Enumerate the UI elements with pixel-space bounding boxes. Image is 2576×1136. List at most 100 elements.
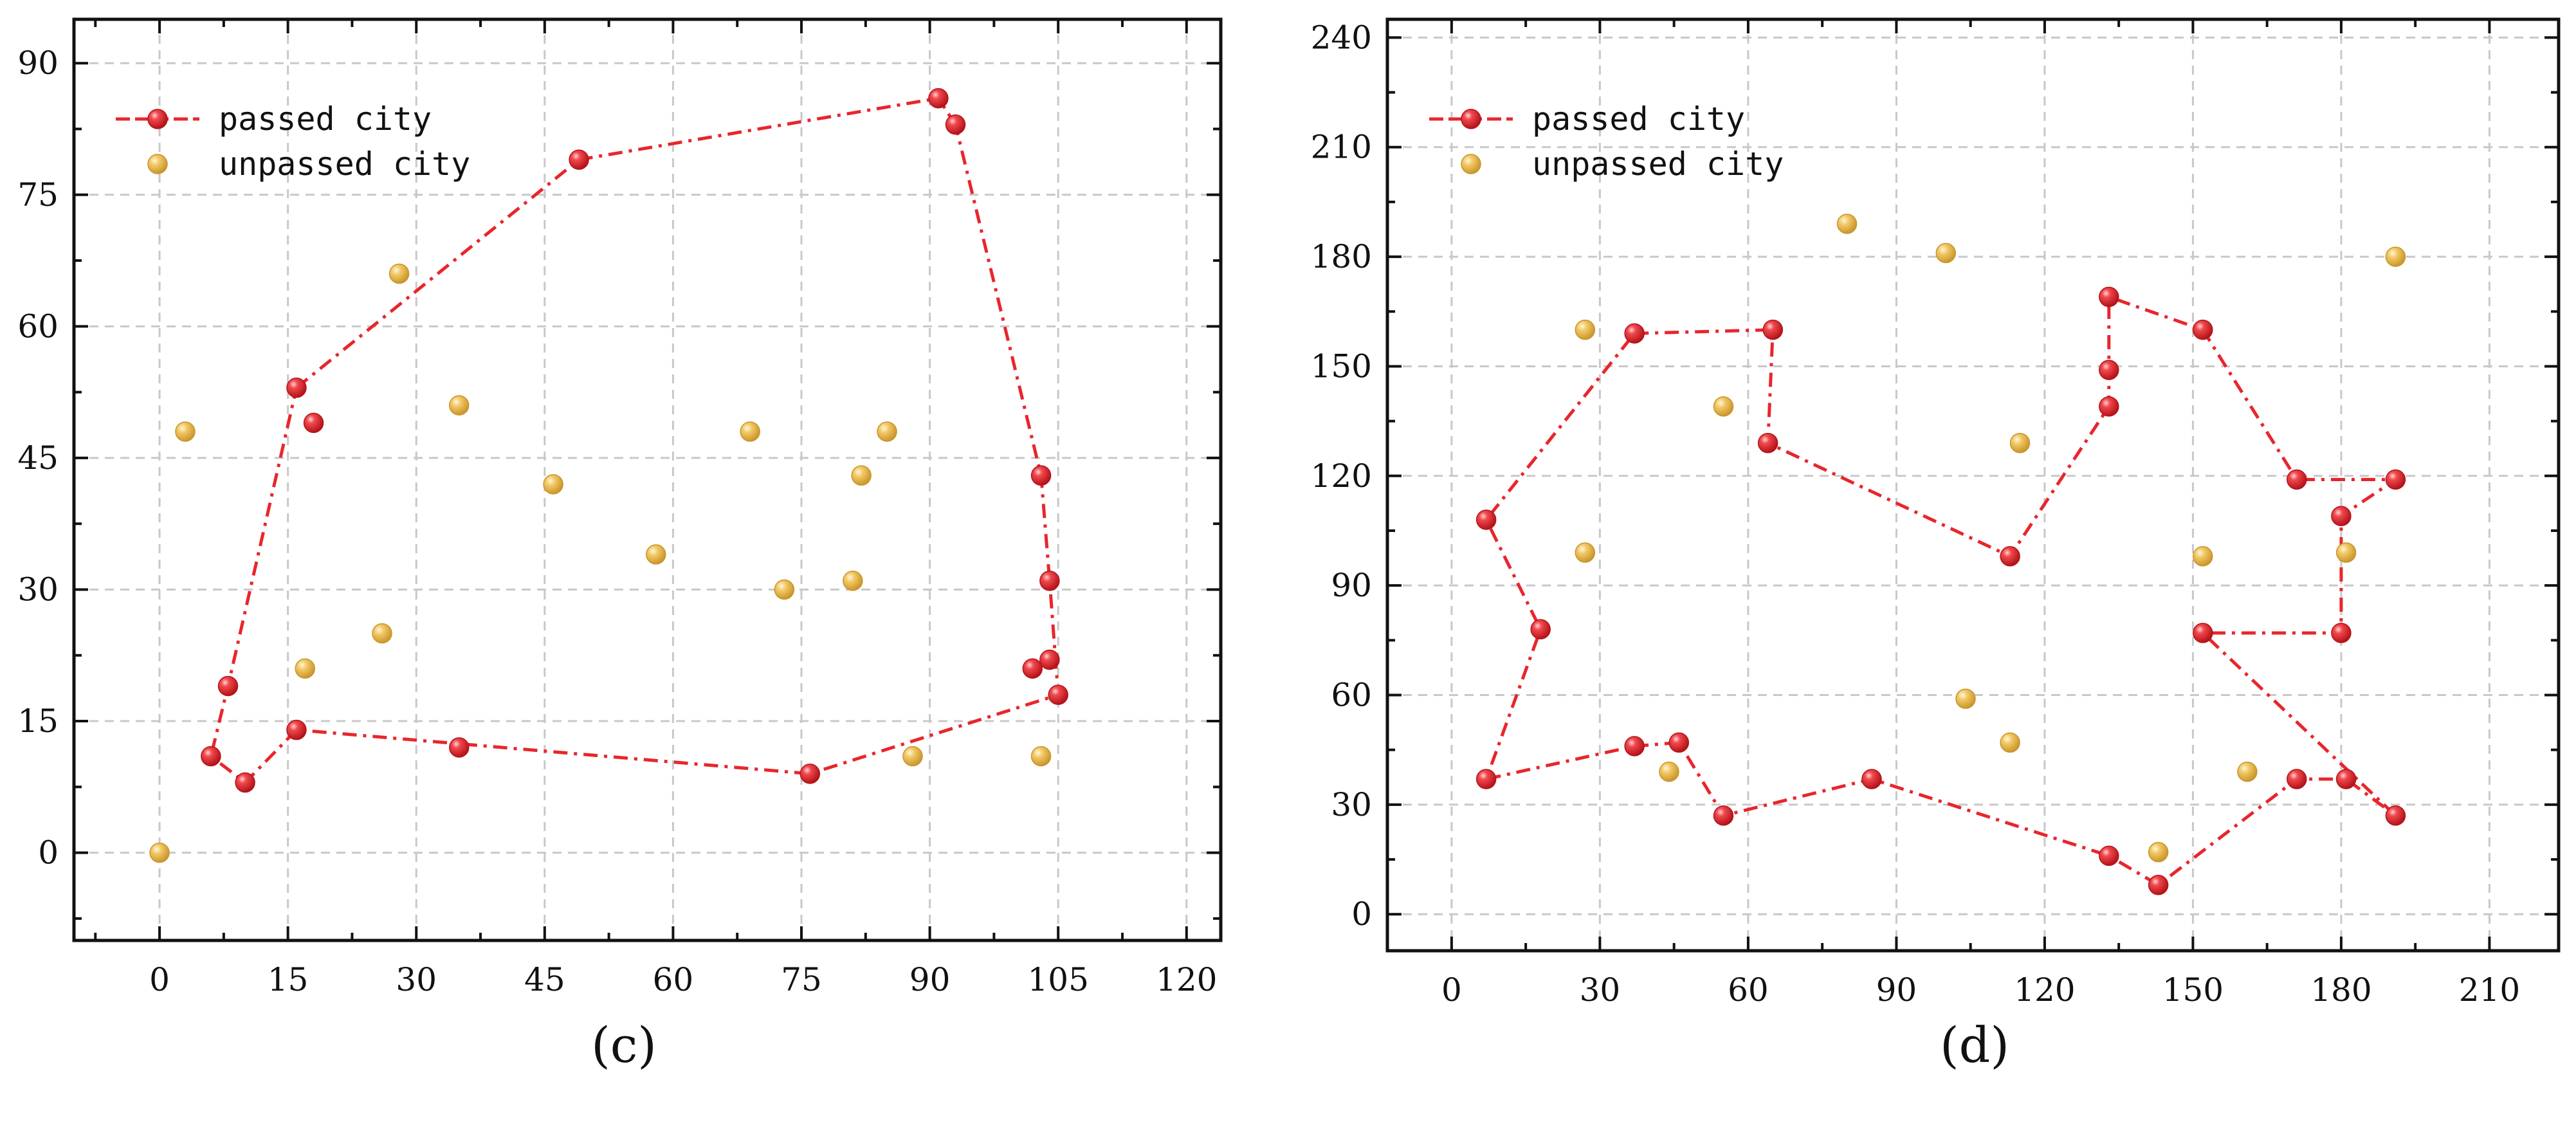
passed-city-point (928, 87, 949, 109)
unpassed-city-point (1659, 762, 1679, 782)
passed-city-point (286, 378, 307, 398)
passed-city-point (1762, 319, 1784, 340)
passed-city-point (569, 149, 589, 170)
x-tick-label: 0 (149, 961, 170, 998)
passed-city-point (2099, 360, 2119, 380)
legend-unpassed-marker (1461, 154, 1481, 174)
passed-city-point (2193, 319, 2213, 340)
x-tick-label: 75 (781, 961, 822, 998)
x-tick-label: 15 (268, 961, 309, 998)
y-tick-label: 90 (1331, 567, 1372, 604)
unpassed-city-point (2148, 841, 2169, 863)
unpassed-city-point (149, 842, 170, 863)
legend-unpassed-label: unpassed city (1532, 145, 1784, 183)
panel-label-c: (c) (591, 1016, 657, 1074)
x-tick-label: 30 (1580, 971, 1621, 1009)
passed-city-point (2335, 769, 2357, 789)
unpassed-city-point (1713, 396, 1734, 417)
unpassed-city-point (543, 474, 563, 495)
unpassed-city-point (2000, 732, 2020, 753)
panel-label-d: (d) (1940, 1016, 2009, 1074)
passed-route-line (1484, 295, 2397, 887)
passed-city-point (1039, 571, 1060, 591)
y-tick-label: 90 (17, 44, 59, 82)
y-tick-label: 180 (1311, 238, 1372, 275)
x-tick-label: 120 (2014, 971, 2075, 1009)
unpassed-city-point (774, 579, 795, 600)
passed-city-point (1022, 658, 1043, 679)
x-tick-label: 60 (653, 961, 694, 998)
x-tick-label: 45 (524, 961, 565, 998)
x-tick-label: 90 (909, 961, 951, 998)
passed-city-point (2331, 506, 2352, 527)
passed-city-point (1030, 465, 1052, 486)
x-tick-label: 60 (1728, 971, 1769, 1009)
y-tick-label: 210 (1311, 129, 1372, 166)
x-tick-label: 0 (1441, 971, 1462, 1009)
unpassed-city-point (1575, 319, 1596, 340)
unpassed-city-point (740, 421, 760, 442)
y-tick-label: 240 (1311, 19, 1372, 56)
unpassed-city-point (1955, 688, 1976, 709)
passed-city-point (2385, 805, 2406, 826)
legend-unpassed-label: unpassed city (219, 145, 470, 183)
passed-city-point (2099, 845, 2119, 866)
unpassed-city-point (295, 658, 316, 679)
unpassed-city-point (1935, 243, 1956, 264)
y-tick-label: 75 (17, 176, 59, 214)
passed-city-point (2099, 396, 2119, 417)
passed-city-point (2193, 623, 2213, 643)
legend-passed-label: passed city (219, 100, 432, 138)
unpassed-city-point (902, 746, 923, 767)
unpassed-city-point (2237, 762, 2258, 782)
passed-city-point (303, 412, 324, 434)
x-tick-label: 180 (2310, 971, 2371, 1009)
chart-c: 0 15 30 45 60 75 90 105 120 0 15 30 45 60 75 90 passed c… (17, 17, 1223, 998)
passed-city-point (1624, 736, 1645, 756)
passed-city-point (2099, 286, 2119, 307)
y-tick-label: 30 (17, 571, 59, 608)
y-tick-label: 30 (1331, 786, 1372, 823)
unpassed-city-point (2009, 432, 2031, 453)
passed-city-point (799, 764, 821, 784)
ticks: 0 15 30 45 60 75 90 105 120 0 15 30 45 60 75 90 (17, 19, 1221, 998)
unpassed-city-point (851, 465, 872, 486)
passed-city-point (2287, 469, 2307, 490)
passed-city-point (449, 737, 470, 758)
passed-city-point (1757, 432, 1778, 453)
x-tick-label: 105 (1027, 961, 1088, 998)
passed-city-point (201, 746, 221, 767)
y-tick-label: 0 (38, 834, 59, 872)
passed-city-point (1713, 805, 1734, 826)
passed-city-point (2331, 623, 2352, 643)
y-tick-label: 15 (17, 702, 59, 740)
y-tick-label: 0 (1351, 895, 1372, 933)
x-tick-label: 30 (396, 961, 437, 998)
unpassed-city-point (2193, 545, 2213, 567)
legend: passed city unpassed city (1429, 100, 1784, 183)
passed-city-point (1530, 619, 1551, 640)
y-tick-label: 120 (1311, 457, 1372, 495)
unpassed-city-point (2335, 542, 2357, 563)
unpassed-city-point (449, 395, 470, 416)
legend: passed city unpassed city (116, 100, 470, 183)
x-tick-label: 150 (2162, 971, 2224, 1009)
passed-city-point (1624, 323, 1645, 344)
unpassed-city-point (1836, 214, 1858, 234)
unpassed-city-point (175, 421, 196, 442)
legend-passed-marker (1461, 109, 1481, 129)
passed-city-point (2000, 545, 2020, 567)
y-tick-label: 60 (17, 307, 59, 345)
plot-frame (1385, 17, 2561, 953)
x-tick-label: 90 (1876, 971, 1917, 1009)
ticks: 0 30 60 90 120 150 180 210 0 30 60 90 120 150 180 210 24… (1311, 19, 2559, 1009)
unpassed-city-point (372, 623, 392, 644)
passed-city-point (1039, 649, 1060, 670)
unpassed-city-point (1030, 746, 1052, 767)
passed-city-point (2287, 769, 2307, 789)
passed-city-point (1048, 684, 1068, 705)
passed-city-point (286, 719, 307, 740)
unpassed-city-point (388, 263, 410, 284)
passed-city-point (2148, 875, 2169, 895)
